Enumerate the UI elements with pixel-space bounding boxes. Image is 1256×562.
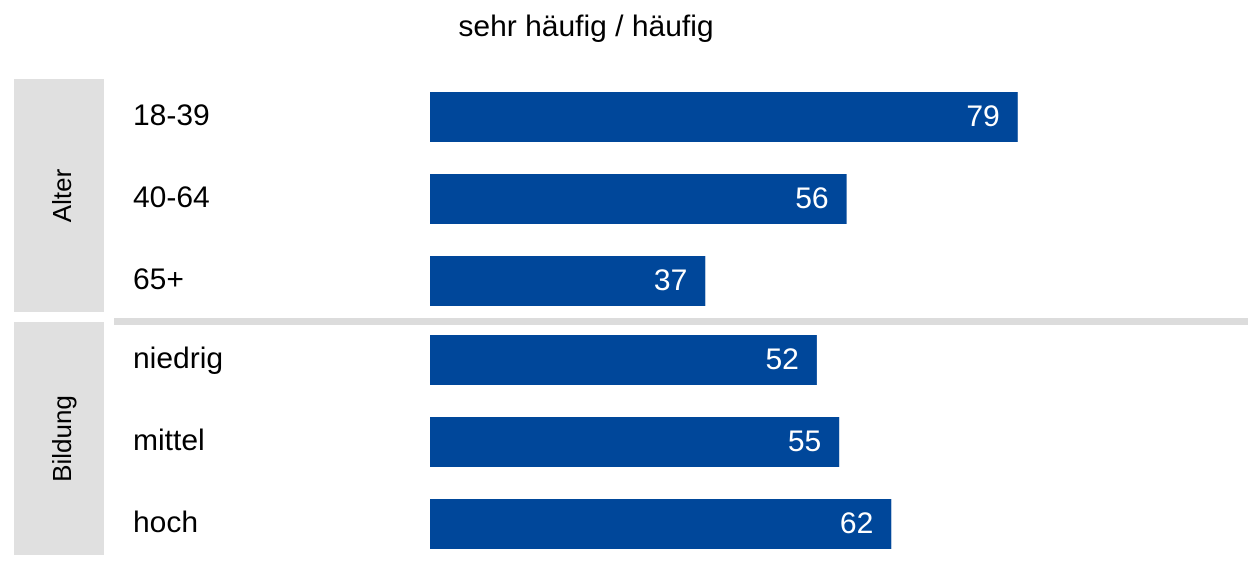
bar	[430, 92, 1018, 142]
value-label: 62	[840, 507, 873, 540]
value-label: 56	[795, 182, 828, 215]
category-label: hoch	[133, 506, 198, 539]
bar	[430, 174, 847, 224]
bar	[430, 417, 840, 467]
bar	[430, 335, 817, 385]
value-label: 79	[966, 100, 999, 133]
category-label: 18-39	[133, 99, 210, 132]
category-label: mittel	[133, 424, 205, 457]
bar	[430, 499, 892, 549]
bar	[430, 256, 706, 306]
group-label: Alter	[47, 168, 77, 222]
value-label: 52	[766, 343, 799, 376]
group-label: Bildung	[47, 395, 77, 482]
value-label: 55	[788, 425, 821, 458]
category-label: niedrig	[133, 342, 223, 375]
group-band	[14, 79, 104, 312]
chart-title: sehr häufig / häufig	[458, 10, 713, 43]
category-label: 65+	[133, 263, 184, 296]
group-separator	[114, 318, 1248, 325]
category-label: 40-64	[133, 181, 210, 214]
group-band	[14, 322, 104, 555]
value-label: 37	[654, 264, 687, 297]
